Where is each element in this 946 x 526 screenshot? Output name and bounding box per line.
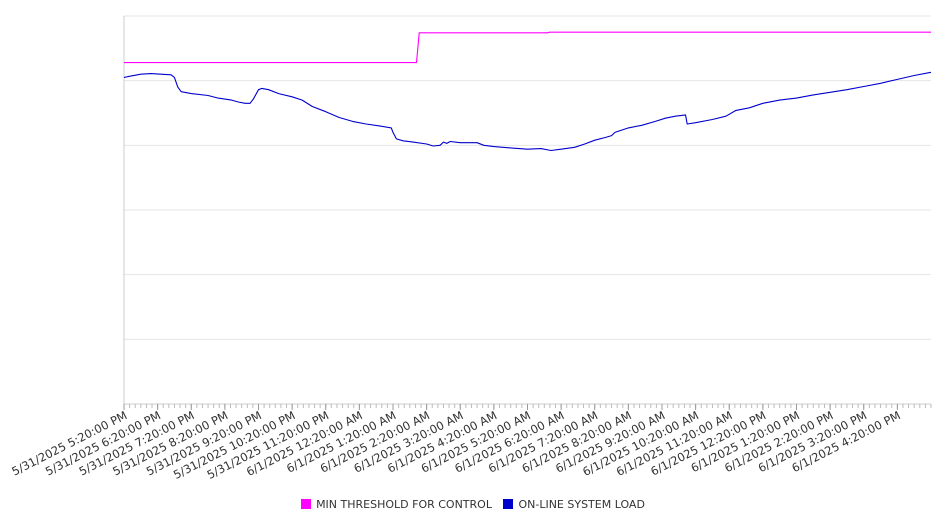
legend-label-threshold: MIN THRESHOLD FOR CONTROL bbox=[316, 498, 492, 511]
legend-swatch-system-load bbox=[503, 499, 514, 509]
legend: MIN THRESHOLD FOR CONTROL ON-LINE SYSTEM… bbox=[0, 498, 946, 511]
legend-swatch-threshold bbox=[301, 499, 312, 509]
legend-label-system-load: ON-LINE SYSTEM LOAD bbox=[518, 498, 645, 511]
legend-item-threshold[interactable]: MIN THRESHOLD FOR CONTROL bbox=[301, 498, 492, 511]
legend-item-system-load[interactable]: ON-LINE SYSTEM LOAD bbox=[503, 498, 645, 511]
system-load-line bbox=[123, 71, 932, 152]
threshold-line bbox=[124, 31, 931, 64]
